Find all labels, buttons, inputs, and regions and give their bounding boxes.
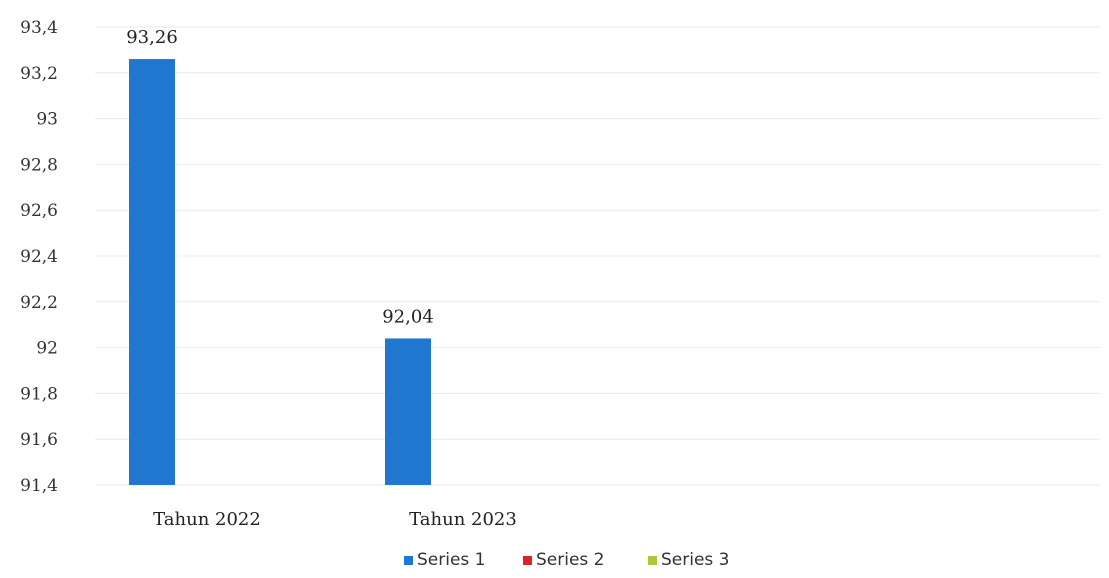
- legend-swatch: [404, 556, 413, 565]
- y-tick-label: 92,6: [20, 201, 58, 221]
- x-axis: Tahun 2022 Tahun 2023: [153, 509, 517, 530]
- y-axis: 91,4 91,6 91,8 92 92,2 92,4 92,6 92,8 93 93,2 93,4: [20, 18, 58, 496]
- y-tick-label: 92: [36, 339, 58, 359]
- y-tick-label: 93: [36, 110, 58, 130]
- legend-swatch: [648, 556, 657, 565]
- legend: Series 1 Series 2 Series 3: [404, 550, 730, 570]
- legend-label: Series 2: [536, 550, 605, 570]
- y-tick-label: 93,2: [20, 64, 58, 84]
- gridlines: [95, 26, 1100, 486]
- bar: [129, 59, 175, 486]
- legend-label: Series 3: [661, 550, 730, 570]
- y-tick-label: 92,2: [20, 293, 58, 313]
- x-category-label: Tahun 2023: [409, 509, 517, 530]
- y-tick-label: 91,8: [20, 384, 58, 404]
- bars: 93,26 92,04: [126, 27, 434, 486]
- x-category-label: Tahun 2022: [153, 509, 261, 530]
- y-tick-label: 91,4: [20, 476, 58, 496]
- data-label: 93,26: [126, 27, 178, 48]
- y-tick-label: 93,4: [20, 18, 58, 38]
- y-tick-label: 92,8: [20, 155, 58, 175]
- y-tick-label: 92,4: [20, 247, 58, 267]
- legend-swatch: [523, 556, 532, 565]
- data-label: 92,04: [382, 306, 434, 327]
- bar: [385, 338, 431, 485]
- y-tick-label: 91,6: [20, 430, 58, 450]
- legend-label: Series 1: [417, 550, 486, 570]
